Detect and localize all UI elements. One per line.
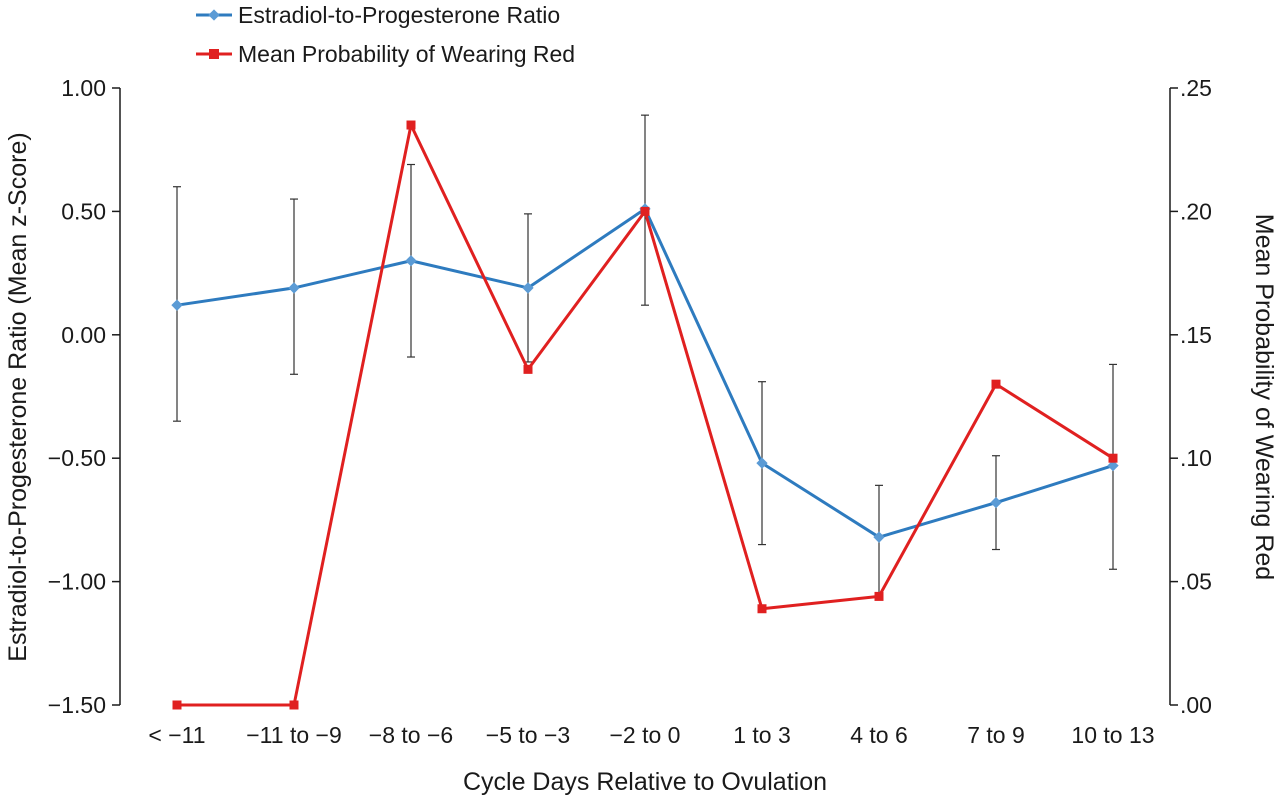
x-tick-label: −11 to −9 (246, 722, 342, 748)
right-y-tick-label: .25 (1180, 75, 1212, 101)
left-y-tick-label: −0.50 (48, 445, 106, 471)
x-tick-label: 4 to 6 (850, 722, 908, 748)
red-probability-point (1108, 453, 1118, 463)
x-axis-title: Cycle Days Relative to Ovulation (463, 768, 827, 796)
series-layer (171, 120, 1119, 710)
ratio-point (873, 531, 885, 543)
ratio-point (405, 255, 417, 267)
ratio-point (1107, 459, 1119, 472)
ratio-point (171, 299, 183, 311)
right-y-tick-label: .00 (1180, 692, 1212, 718)
x-tick-label: −5 to −3 (486, 722, 570, 748)
red-probability-point (874, 591, 884, 601)
right-y-tick-label: .10 (1180, 445, 1212, 471)
red-probability-point (406, 120, 416, 130)
red-probability-point (172, 700, 182, 710)
left-y-tick-label: −1.50 (48, 692, 106, 718)
red-probability-point (523, 364, 533, 374)
left-y-tick-label: 0.00 (61, 322, 106, 348)
ratio-point (990, 496, 1002, 509)
x-tick-labels: < −11 −11 to −9 −8 to −6 −5 to −3 −2 to 0 1 t… (148, 722, 1154, 748)
right-y-tick-label: .05 (1180, 569, 1212, 595)
legend-item-ratio: Estradiol-to-Progesterone Ratio (196, 2, 560, 28)
legend: Estradiol-to-Progesterone Ratio Mean Pro… (196, 2, 575, 67)
right-y-tick-label: .20 (1180, 198, 1212, 224)
x-tick-label: 1 to 3 (733, 722, 791, 748)
x-tick-label: −8 to −6 (369, 722, 453, 748)
left-y-axis-title: Estradiol-to-Progesterone Ratio (Mean z-… (4, 132, 32, 661)
ratio-point (756, 457, 768, 469)
red-probability-point (991, 379, 1001, 389)
x-tick-label: < −11 (148, 722, 205, 748)
error-bars (173, 114, 1117, 595)
ratio-point (288, 282, 300, 294)
x-tick-label: −2 to 0 (610, 722, 681, 748)
x-tick-label: 7 to 9 (967, 722, 1025, 748)
legend-marker-red (209, 49, 219, 59)
left-y-ticks: 1.00 0.50 0.00 −0.50 −1.00 −1.50 (48, 75, 120, 718)
x-tick-label: 10 to 13 (1071, 722, 1154, 748)
legend-label-ratio: Estradiol-to-Progesterone Ratio (238, 2, 560, 28)
left-y-tick-label: 0.50 (61, 198, 106, 224)
legend-label-red: Mean Probability of Wearing Red (238, 41, 575, 67)
left-y-tick-label: 1.00 (61, 75, 106, 101)
right-y-ticks: .25 .20 .15 .10 .05 .00 (1170, 75, 1212, 718)
axes (119, 88, 1171, 705)
right-y-axis-title: Mean Probability of Wearing Red (1250, 214, 1278, 580)
left-y-tick-label: −1.00 (48, 569, 106, 595)
red-probability-point (289, 700, 299, 710)
legend-item-red: Mean Probability of Wearing Red (196, 41, 575, 67)
ratio-point (522, 282, 534, 294)
red-probability-point (640, 206, 650, 216)
right-y-tick-label: .15 (1180, 322, 1212, 348)
red-probability-point (757, 604, 767, 614)
legend-marker-ratio (208, 9, 220, 21)
